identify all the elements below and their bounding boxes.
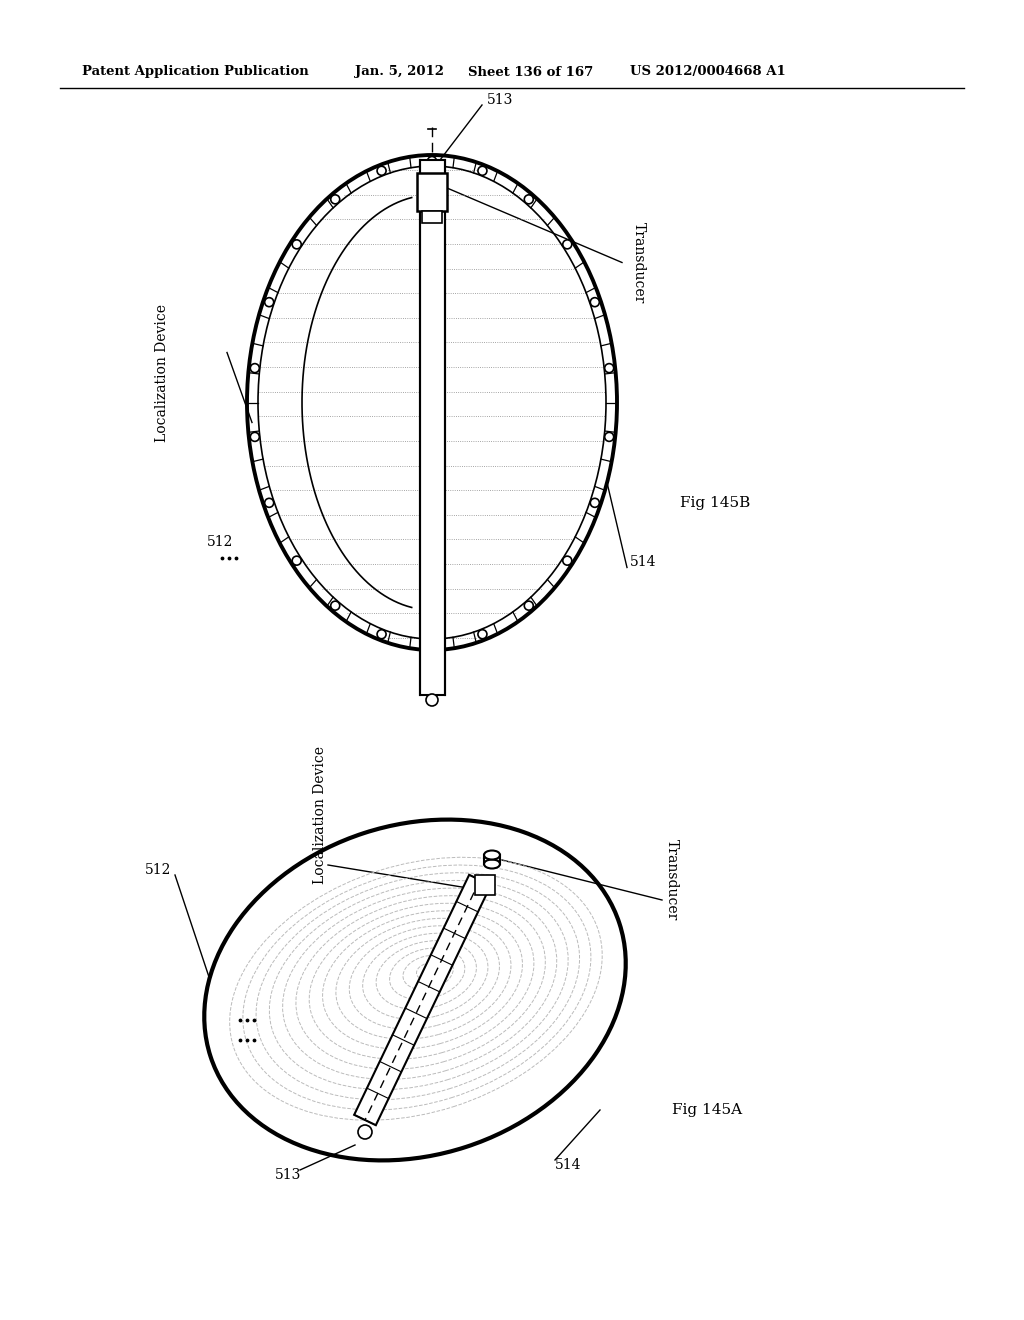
Text: Fig 145B: Fig 145B (680, 495, 751, 510)
Circle shape (377, 630, 386, 639)
Text: Transducer: Transducer (665, 840, 679, 920)
Circle shape (331, 601, 340, 610)
Ellipse shape (484, 850, 500, 859)
Circle shape (264, 499, 273, 507)
Circle shape (478, 166, 487, 176)
Circle shape (426, 694, 438, 706)
Text: US 2012/0004668 A1: US 2012/0004668 A1 (630, 66, 785, 78)
Text: 512: 512 (145, 863, 171, 876)
Text: 514: 514 (555, 1158, 582, 1172)
Text: Fig 145A: Fig 145A (672, 1104, 742, 1117)
Bar (420, 160, 444, 696)
Text: 514: 514 (630, 556, 656, 569)
Circle shape (427, 639, 436, 648)
Circle shape (377, 166, 386, 176)
Text: Localization Device: Localization Device (155, 304, 169, 441)
Text: 512: 512 (207, 536, 233, 549)
Bar (475, 875, 495, 895)
Circle shape (524, 195, 534, 203)
Circle shape (358, 1125, 372, 1139)
Text: 513: 513 (487, 92, 513, 107)
Text: Transducer: Transducer (632, 222, 646, 304)
Circle shape (478, 630, 487, 639)
Text: Jan. 5, 2012: Jan. 5, 2012 (355, 66, 444, 78)
Circle shape (563, 556, 571, 565)
Circle shape (264, 298, 273, 306)
Circle shape (590, 499, 599, 507)
Text: Sheet 136 of 167: Sheet 136 of 167 (468, 66, 593, 78)
Text: Localization Device: Localization Device (313, 746, 327, 884)
Bar (422, 211, 442, 223)
Circle shape (524, 601, 534, 610)
Circle shape (605, 363, 613, 372)
Circle shape (331, 195, 340, 203)
Circle shape (250, 363, 259, 372)
Text: Patent Application Publication: Patent Application Publication (82, 66, 309, 78)
Circle shape (590, 298, 599, 306)
Ellipse shape (484, 859, 500, 869)
Circle shape (563, 240, 571, 249)
Polygon shape (354, 875, 490, 1125)
Circle shape (250, 433, 259, 441)
Circle shape (427, 157, 436, 165)
Circle shape (605, 433, 613, 441)
Text: 513: 513 (275, 1168, 301, 1181)
Circle shape (292, 556, 301, 565)
Circle shape (292, 240, 301, 249)
Bar (417, 173, 447, 211)
